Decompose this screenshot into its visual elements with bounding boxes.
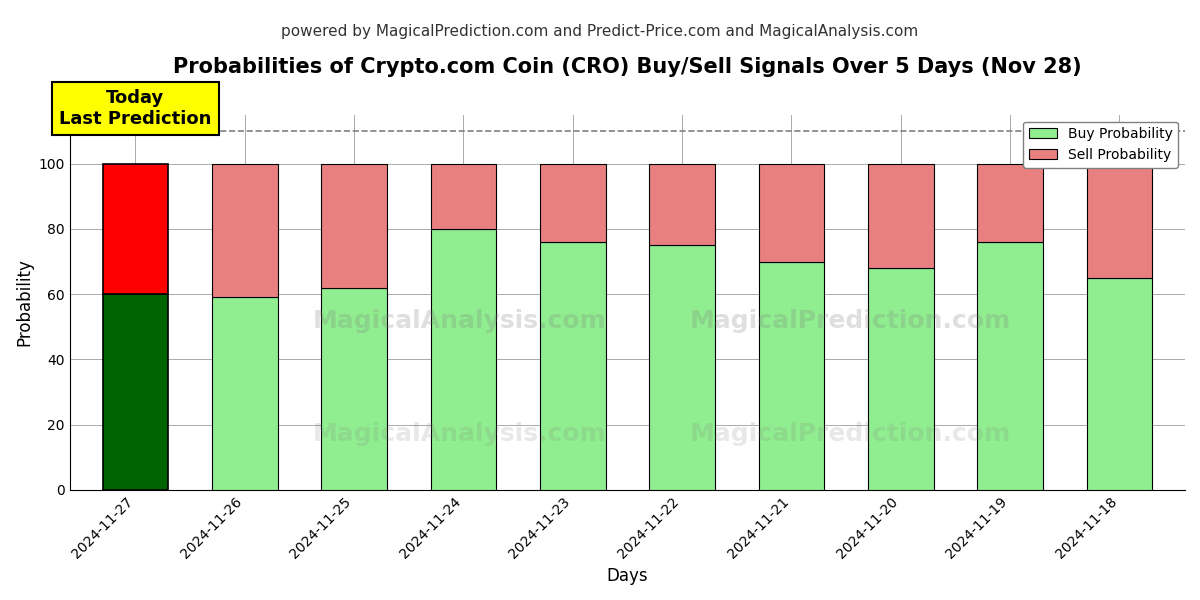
Bar [1086, 164, 1152, 278]
Text: MagicalPrediction.com: MagicalPrediction.com [690, 309, 1012, 333]
Bar [977, 164, 1043, 242]
Text: MagicalPrediction.com: MagicalPrediction.com [690, 422, 1012, 446]
Bar [431, 229, 496, 490]
Text: MagicalAnalysis.com: MagicalAnalysis.com [313, 309, 607, 333]
Bar [102, 294, 168, 490]
X-axis label: Days: Days [606, 567, 648, 585]
Y-axis label: Probability: Probability [14, 259, 34, 346]
Bar [540, 164, 606, 242]
Text: Today
Last Prediction: Today Last Prediction [59, 89, 211, 128]
Bar [212, 164, 277, 298]
Bar [868, 164, 934, 268]
Bar [868, 268, 934, 490]
Legend: Buy Probability, Sell Probability: Buy Probability, Sell Probability [1024, 122, 1178, 167]
Bar [212, 298, 277, 490]
Bar [540, 242, 606, 490]
Bar [322, 164, 386, 287]
Bar [649, 245, 715, 490]
Bar [977, 242, 1043, 490]
Bar [758, 164, 824, 262]
Bar [649, 164, 715, 245]
Bar [102, 164, 168, 294]
Title: Probabilities of Crypto.com Coin (CRO) Buy/Sell Signals Over 5 Days (Nov 28): Probabilities of Crypto.com Coin (CRO) B… [173, 57, 1081, 77]
Text: powered by MagicalPrediction.com and Predict-Price.com and MagicalAnalysis.com: powered by MagicalPrediction.com and Pre… [281, 24, 919, 39]
Bar [431, 164, 496, 229]
Bar [758, 262, 824, 490]
Bar [1086, 278, 1152, 490]
Bar [322, 287, 386, 490]
Text: MagicalAnalysis.com: MagicalAnalysis.com [313, 422, 607, 446]
